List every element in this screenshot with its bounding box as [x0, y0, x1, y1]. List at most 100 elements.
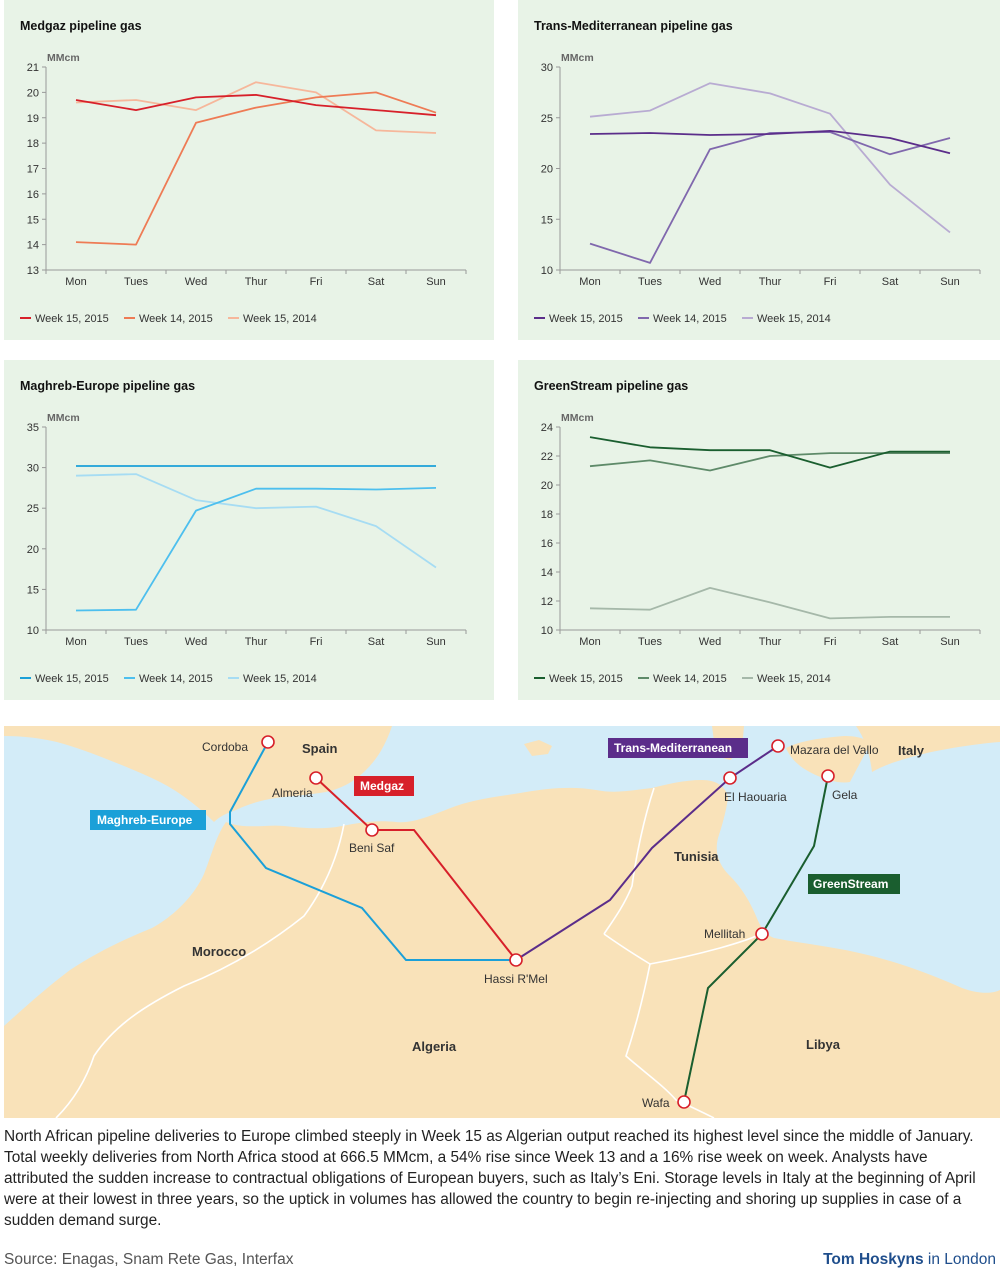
medgaz-chart-panel: Medgaz pipeline gas MMcm 13 14 15 16 17 18 19 20 2…: [4, 0, 494, 340]
node-mazara-del-vallo: [771, 739, 785, 753]
legend-label-2: Week 14, 2015: [653, 673, 727, 685]
legend-label-2: Week 14, 2015: [139, 313, 213, 325]
x-tick-label: Sat: [882, 276, 899, 288]
maghreb-chart: Maghreb-Europe pipeline gas MMcm 10 15 20 25 3…: [20, 379, 467, 685]
x-tick-label: Fri: [310, 276, 323, 288]
series-line-2: [75, 91, 437, 246]
y-axis-unit: MMcm: [47, 412, 80, 424]
x-tick-label: Sun: [940, 636, 960, 648]
node-beni-saf: [365, 823, 379, 837]
series-line-2: [75, 487, 437, 612]
x-tick-label: Wed: [699, 276, 721, 288]
legend-label-1: Week 15, 2015: [549, 313, 623, 325]
y-tick-label: 13: [27, 265, 39, 277]
place-label-hassi-rmel: Hassi R'Mel: [484, 972, 548, 986]
y-tick-label: 16: [541, 538, 553, 550]
x-tick-label: Fri: [824, 636, 837, 648]
x-tick-label: Mon: [579, 636, 600, 648]
y-tick-label: 20: [541, 164, 553, 176]
x-tick-label: Fri: [310, 636, 323, 648]
legend-label-3: Week 15, 2014: [243, 313, 317, 325]
x-tick-label: Mon: [65, 276, 86, 288]
legend-label-3: Week 15, 2014: [757, 313, 831, 325]
land-north-africa: [4, 780, 1000, 1118]
legend-label-1: Week 15, 2015: [35, 313, 109, 325]
series-line-3: [589, 82, 951, 234]
y-tick-label: 19: [27, 113, 39, 125]
land-italy: [856, 726, 1000, 772]
node-gela: [821, 769, 835, 783]
node-wafa: [677, 1095, 691, 1109]
country-borders: [55, 787, 757, 1118]
pipeline-maghreb-europe: [229, 741, 516, 961]
place-label-el-haouaria: El Haouaria: [724, 790, 787, 804]
series-line-1: [589, 436, 950, 469]
y-tick-label: 15: [541, 214, 553, 226]
border-morocco-algeria: [55, 823, 345, 1118]
y-tick-label: 10: [541, 265, 553, 277]
legend-label-3: Week 15, 2014: [757, 673, 831, 685]
node-mellitah: [755, 927, 769, 941]
x-tick-label: Sat: [368, 636, 385, 648]
author-location: in London: [927, 1251, 996, 1268]
country-label-tunisia: Tunisia: [674, 849, 719, 864]
land-sicily: [786, 736, 870, 783]
series-line-2: [589, 452, 950, 472]
y-tick-label: 15: [27, 584, 39, 596]
legend-label-3: Week 15, 2014: [243, 673, 317, 685]
land-balearic: [524, 740, 552, 756]
land-spain: [4, 726, 392, 822]
article-description: North African pipeline deliveries to Eur…: [4, 1128, 976, 1229]
legend-label-1: Week 15, 2015: [35, 673, 109, 685]
x-tick-label: Fri: [824, 276, 837, 288]
country-label-italy: Italy: [898, 743, 925, 758]
x-tick-label: Sun: [940, 276, 960, 288]
y-tick-label: 17: [27, 164, 39, 176]
series-line-3: [75, 81, 437, 134]
series-line-3: [75, 473, 437, 569]
pipeline-map: Spain Italy Tunisia Morocco Algeria Liby…: [4, 726, 1000, 1118]
series-line-3: [589, 586, 950, 620]
node-almeria: [309, 771, 323, 785]
place-label-cordoba: Cordoba: [202, 740, 248, 754]
country-label-spain: Spain: [302, 741, 337, 756]
place-label-almeria: Almeria: [272, 786, 313, 800]
tag-bg-greenstream: [808, 874, 900, 894]
x-tick-label: Tues: [638, 636, 663, 648]
border-algeria-tunisia: [603, 787, 655, 935]
x-tick-label: Thur: [245, 276, 268, 288]
node-el-haouaria: [723, 771, 737, 785]
x-tick-label: Tues: [124, 636, 149, 648]
y-tick-label: 10: [27, 625, 39, 637]
y-axis-unit: MMcm: [561, 52, 594, 64]
y-tick-label: 30: [541, 62, 553, 74]
x-tick-label: Tues: [124, 276, 149, 288]
y-tick-label: 35: [27, 422, 39, 434]
country-label-morocco: Morocco: [192, 944, 246, 959]
node-cordoba: [261, 735, 275, 749]
place-label-wafa: Wafa: [642, 1096, 670, 1110]
tag-greenstream: GreenStream: [813, 877, 888, 891]
place-label-mellitah: Mellitah: [704, 927, 745, 941]
y-tick-label: 25: [27, 503, 39, 515]
country-label-libya: Libya: [806, 1037, 841, 1052]
chart-title: Maghreb-Europe pipeline gas: [20, 379, 195, 393]
maghreb-chart-panel: Maghreb-Europe pipeline gas MMcm 10 15 20 25 3…: [4, 360, 494, 700]
y-tick-label: 25: [541, 113, 553, 125]
y-tick-label: 16: [27, 189, 39, 201]
y-tick-label: 15: [27, 214, 39, 226]
x-tick-label: Wed: [185, 276, 207, 288]
x-tick-label: Sun: [426, 276, 446, 288]
source-note: Source: Enagas, Snam Rete Gas, Interfax: [4, 1251, 294, 1268]
x-tick-label: Thur: [759, 636, 782, 648]
tag-bg-maghreb-europe: [90, 810, 206, 830]
y-axis-unit: MMcm: [561, 412, 594, 424]
tag-medgaz: Medgaz: [360, 779, 404, 793]
chart-title: GreenStream pipeline gas: [534, 379, 688, 393]
y-axis-unit: MMcm: [47, 52, 80, 64]
y-tick-label: 20: [541, 480, 553, 492]
greenstream-chart: GreenStream pipeline gas MMcm 10 12 14 16 18 20…: [534, 379, 981, 685]
y-tick-label: 24: [541, 422, 553, 434]
place-label-gela: Gela: [832, 788, 858, 802]
y-tick-label: 18: [541, 509, 553, 521]
